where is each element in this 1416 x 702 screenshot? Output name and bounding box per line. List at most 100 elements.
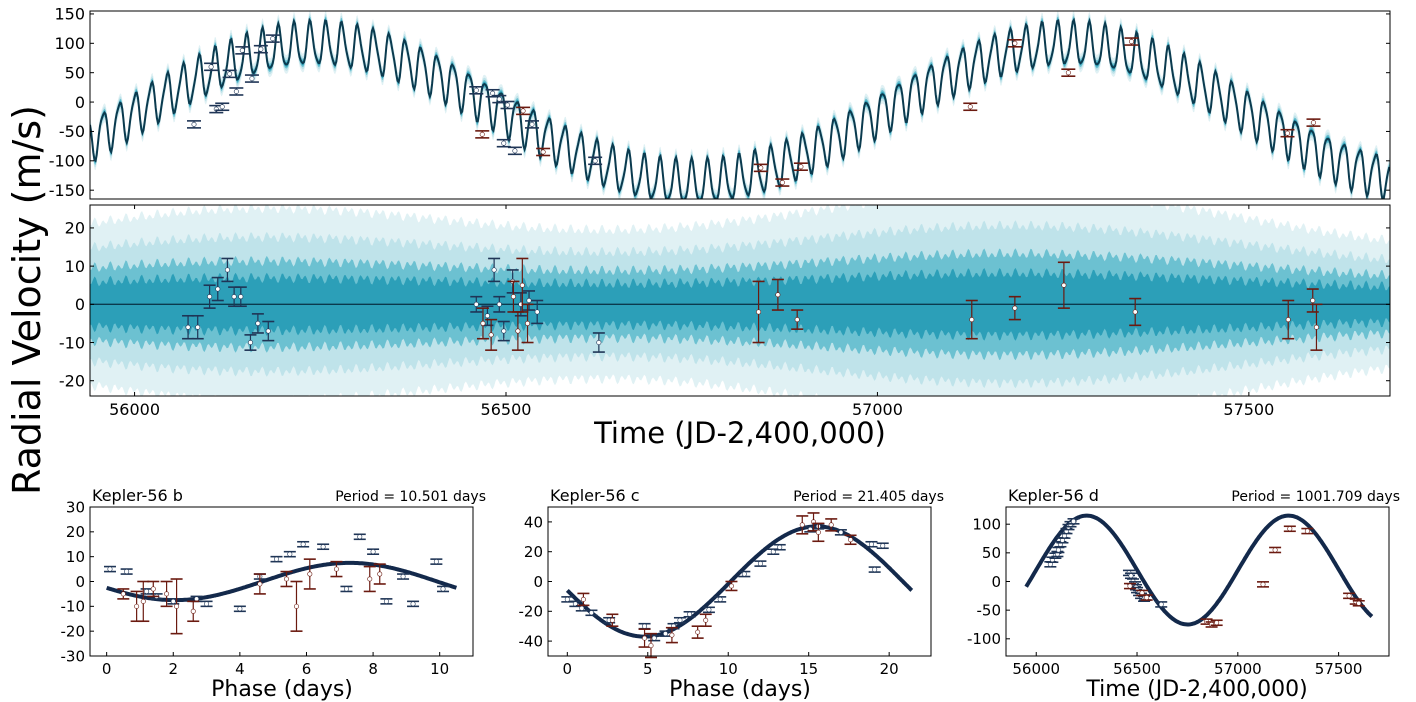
red-residual-point xyxy=(488,332,494,338)
red-residual-point xyxy=(519,282,525,288)
kepler56b-title: Kepler-56 b xyxy=(92,486,183,505)
red-residual-point xyxy=(510,294,516,300)
red-phased-point xyxy=(257,581,263,587)
xtick-label: 20 xyxy=(880,660,899,678)
red-rv-point xyxy=(540,149,546,155)
blue-phased-point xyxy=(440,586,446,592)
xtick-label: 10 xyxy=(430,660,449,678)
orbit-curve xyxy=(106,560,458,603)
red-residual-point xyxy=(794,317,800,323)
blue-phased-point xyxy=(144,588,150,594)
blue-rv-point xyxy=(219,104,225,110)
ytick-label: 10 xyxy=(66,548,85,566)
ytick-label: -20 xyxy=(59,371,85,390)
blue-phased-point xyxy=(357,534,363,540)
blue-residual-point xyxy=(247,340,253,346)
ytick-label: -20 xyxy=(61,623,86,641)
red-phased-point xyxy=(134,603,140,609)
blue-residual-point xyxy=(596,340,602,346)
kepler56b-xlabel: Phase (days) xyxy=(211,677,353,702)
blue-phased-point xyxy=(433,559,439,565)
ytick-label: -50 xyxy=(977,602,1002,620)
model-layer xyxy=(90,11,1390,199)
model-band xyxy=(90,11,1390,199)
red-phased-point xyxy=(150,586,156,592)
red-phased-point xyxy=(1272,547,1278,553)
red-phased-point xyxy=(120,591,126,597)
blue-phased-point xyxy=(320,544,326,550)
blue-phased-point xyxy=(1071,518,1077,524)
red-rv-point xyxy=(520,108,526,114)
red-rv-point xyxy=(1012,40,1018,46)
xtick-label: 56000 xyxy=(1012,660,1060,678)
red-phased-point xyxy=(815,529,821,535)
kepler56d-panel: Kepler-56 d Period = 1001.709 days Time … xyxy=(967,486,1400,702)
xtick-label: 0 xyxy=(102,660,112,678)
red-phased-point xyxy=(140,598,146,604)
shared-ylabel: Radial Velocity (m/s) xyxy=(5,105,49,495)
xtick-label: 10 xyxy=(719,660,738,678)
blue-phased-point xyxy=(300,541,306,547)
ytick-label: 0 xyxy=(75,573,85,591)
red-phased-point xyxy=(1346,593,1352,599)
blue-residual-point xyxy=(231,294,237,300)
ytick-label: 150 xyxy=(54,5,85,24)
blue-residual-point xyxy=(238,294,244,300)
ytick-label: -150 xyxy=(49,181,85,200)
red-rv-point xyxy=(779,180,785,186)
red-phased-point xyxy=(1214,620,1220,626)
blue-residual-point xyxy=(491,267,497,273)
blue-phased-point xyxy=(717,596,723,602)
blue-residual-point xyxy=(215,286,221,292)
blue-phased-point xyxy=(274,556,280,562)
ytick-label: -10 xyxy=(59,333,85,352)
xtick-label: 2 xyxy=(168,660,178,678)
ytick-label: -40 xyxy=(519,633,544,651)
blue-phased-point xyxy=(757,561,763,567)
kepler56c-period: Period = 21.405 days xyxy=(793,489,944,505)
red-residual-point xyxy=(969,317,975,323)
xtick-label: 57500 xyxy=(1223,400,1274,419)
red-phased-point xyxy=(703,617,709,623)
red-residual-point xyxy=(756,309,762,315)
blue-phased-point xyxy=(343,586,349,592)
blue-rv-point xyxy=(496,96,502,102)
xtick-label: 56500 xyxy=(481,400,532,419)
blue-rv-point xyxy=(233,88,239,94)
red-residual-point xyxy=(515,328,521,334)
red-rv-point xyxy=(1065,70,1071,76)
axes-frame xyxy=(89,204,1391,397)
red-phased-point xyxy=(293,603,299,609)
red-residual-point xyxy=(1061,282,1067,288)
red-residual-point xyxy=(1313,324,1319,330)
kepler56c-title: Kepler-56 c xyxy=(550,486,640,505)
xtick-label: 56000 xyxy=(109,400,160,419)
red-rv-point xyxy=(758,165,764,171)
red-phased-point xyxy=(1260,581,1266,587)
kepler56d-period: Period = 1001.709 days xyxy=(1231,489,1400,505)
ytick-label: 50 xyxy=(982,544,1001,562)
red-phased-point xyxy=(669,632,675,638)
curve-layer xyxy=(565,524,914,639)
red-rv-point xyxy=(967,104,973,110)
blue-phased-point xyxy=(1128,573,1134,579)
blue-phased-point xyxy=(572,601,578,607)
blue-phased-point xyxy=(642,623,648,629)
ytick-label: 40 xyxy=(524,513,543,531)
red-phased-point xyxy=(283,576,289,582)
axes-frame xyxy=(547,506,932,657)
ytick-label: 50 xyxy=(65,63,85,82)
red-phased-point xyxy=(1304,528,1310,534)
blue-residual-point xyxy=(534,309,540,315)
rv-time-series-panel: -150 -100 -50 0 50 100 150 xyxy=(49,5,1391,200)
xtick-label: 4 xyxy=(235,660,245,678)
red-phased-point xyxy=(164,591,170,597)
blue-rv-point xyxy=(191,121,197,127)
blue-rv-point xyxy=(501,140,507,146)
blue-phased-point xyxy=(107,566,113,572)
blue-phased-point xyxy=(677,617,683,623)
blue-phased-point xyxy=(588,610,594,616)
ytick-label: 20 xyxy=(524,543,543,561)
xtick-label: 57000 xyxy=(852,400,903,419)
